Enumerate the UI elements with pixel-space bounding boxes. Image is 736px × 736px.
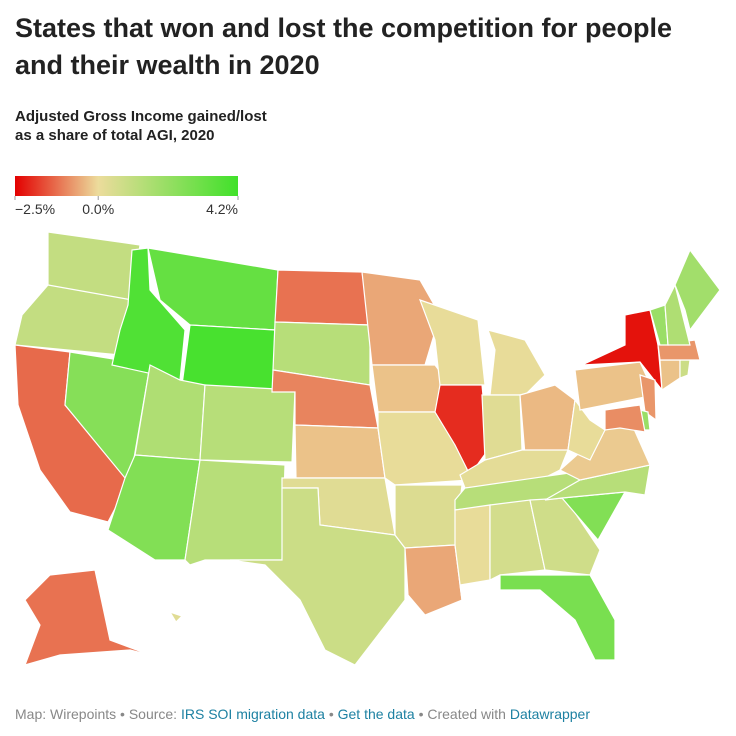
state	[581, 309, 663, 392]
legend-label: 4.2%	[206, 201, 238, 217]
separator: •	[328, 706, 334, 722]
state	[394, 484, 463, 549]
data-link[interactable]: Get the data	[337, 706, 415, 722]
map: −2.5% 0.0% 4.2%	[14, 176, 721, 666]
state	[489, 499, 546, 581]
tool-link[interactable]: Datawrapper	[509, 706, 590, 722]
state	[274, 269, 371, 326]
state	[519, 384, 576, 456]
state	[499, 574, 616, 661]
legend-label: −2.5%	[15, 201, 55, 217]
state	[659, 359, 681, 392]
state	[481, 394, 523, 461]
state	[14, 284, 133, 356]
legend-bar	[15, 176, 238, 196]
state	[679, 359, 691, 379]
state	[199, 384, 296, 463]
credit: Map: Wirepoints • Source:	[15, 706, 178, 722]
state	[294, 424, 386, 479]
state	[639, 374, 657, 422]
state	[184, 459, 286, 566]
source-link[interactable]: IRS SOI migration data	[180, 706, 325, 722]
state	[674, 248, 721, 332]
footer: Map: Wirepoints • Source: IRS SOI migrat…	[15, 706, 590, 722]
state	[454, 504, 491, 601]
state	[361, 271, 441, 366]
created: • Created with	[418, 706, 506, 722]
state	[664, 283, 691, 346]
state	[567, 398, 606, 461]
state	[404, 544, 463, 616]
state	[168, 610, 184, 623]
title: States that won and lost the competition…	[15, 13, 673, 80]
state	[229, 487, 406, 666]
legend-label: 0.0%	[82, 201, 114, 217]
state	[487, 329, 546, 396]
state	[604, 404, 646, 433]
subtitle: Adjusted Gross Income gained/lost as a s…	[15, 108, 267, 144]
state	[24, 569, 151, 666]
